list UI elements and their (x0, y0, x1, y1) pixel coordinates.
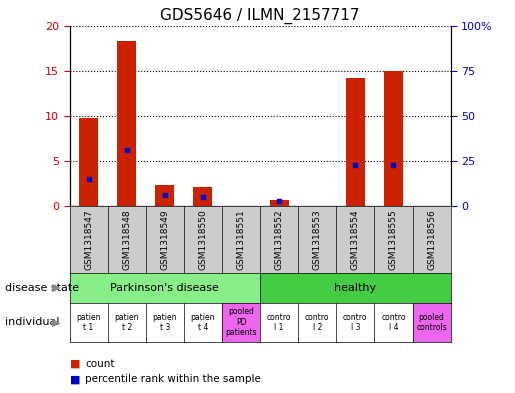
Text: contro
l 1: contro l 1 (267, 312, 291, 332)
Text: ▶: ▶ (53, 317, 61, 327)
Bar (117, 41, 136, 206)
Text: contro
l 2: contro l 2 (305, 312, 330, 332)
Text: GSM1318554: GSM1318554 (351, 209, 360, 270)
Text: GSM1318552: GSM1318552 (274, 209, 284, 270)
Text: GSM1318556: GSM1318556 (427, 209, 436, 270)
Bar (346, 78, 365, 206)
Text: contro
l 3: contro l 3 (343, 312, 368, 332)
Text: contro
l 4: contro l 4 (381, 312, 406, 332)
Text: percentile rank within the sample: percentile rank within the sample (85, 374, 261, 384)
Bar (156, 185, 175, 206)
Text: GSM1318555: GSM1318555 (389, 209, 398, 270)
Text: count: count (85, 358, 114, 369)
Text: patien
t 3: patien t 3 (152, 312, 177, 332)
Text: patien
t 2: patien t 2 (114, 312, 139, 332)
Text: pooled
PD
patients: pooled PD patients (225, 307, 257, 337)
Text: ■: ■ (70, 358, 80, 369)
Text: pooled
controls: pooled controls (416, 312, 447, 332)
Text: GSM1318549: GSM1318549 (160, 209, 169, 270)
Text: disease state: disease state (5, 283, 79, 293)
Text: GSM1318547: GSM1318547 (84, 209, 93, 270)
Title: GDS5646 / ILMN_2157717: GDS5646 / ILMN_2157717 (160, 8, 360, 24)
Text: ▶: ▶ (53, 283, 61, 293)
Text: ■: ■ (70, 374, 80, 384)
Text: GSM1318551: GSM1318551 (236, 209, 246, 270)
Text: GSM1318548: GSM1318548 (122, 209, 131, 270)
Text: individual: individual (5, 317, 60, 327)
Text: GSM1318550: GSM1318550 (198, 209, 208, 270)
Text: healthy: healthy (334, 283, 376, 293)
Bar (194, 187, 213, 206)
Bar (79, 118, 98, 206)
Text: patien
t 4: patien t 4 (191, 312, 215, 332)
Text: patien
t 1: patien t 1 (76, 312, 101, 332)
Bar (384, 71, 403, 206)
Text: GSM1318553: GSM1318553 (313, 209, 322, 270)
Bar (270, 200, 289, 206)
Text: Parkinson's disease: Parkinson's disease (110, 283, 219, 293)
